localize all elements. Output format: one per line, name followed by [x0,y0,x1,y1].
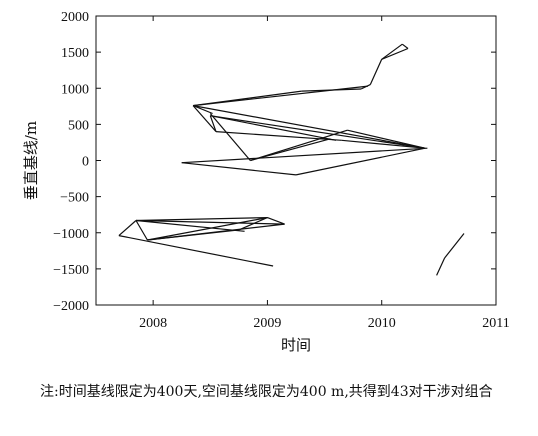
baseline-segment [381,43,403,60]
baseline-segment [192,105,426,149]
baseline-segment [436,257,446,276]
baseline-segment [210,115,337,141]
baseline-segment [147,229,239,241]
axis-ticks [96,15,497,306]
y-tick-label: −2000 [53,299,89,314]
baseline-segment [135,220,148,241]
baseline-segment [181,147,428,164]
x-tick-label: 2008 [139,316,167,331]
baseline-segment [250,138,331,162]
baseline-segment [192,105,217,132]
y-tick-label: −1500 [53,263,89,278]
baseline-segment [181,162,297,176]
x-tick-label: 2010 [368,316,396,331]
tick-labels: 2008 2009 2010 2011 2000 1500 1000 500 0 −500 −100… [53,10,510,331]
baseline-segment [193,85,369,107]
figure-caption: 注:时间基线限定为400天,空间基线限定为400 m,共得到43对干涉对组合 [40,384,493,400]
x-axis-title: 时间 [281,336,311,354]
baseline-segment [267,217,285,225]
baseline-segment [135,219,245,232]
baseline-segment [347,129,426,149]
baseline-segment [135,219,285,225]
baseline-segment [250,129,348,162]
y-tick-label: 1000 [61,82,89,97]
baseline-segment [192,105,213,115]
baseline-segment [369,59,383,85]
baseline-segment [210,115,426,149]
baseline-segment [444,233,465,259]
y-tick-label: 0 [82,155,89,170]
baseline-segment [295,147,426,176]
baseline-segment [381,47,409,60]
baseline-chart: 2008 2009 2010 2011 2000 1500 1000 500 0 −500 −100… [22,10,510,354]
y-tick-label: 500 [68,118,89,133]
baseline-network [118,43,465,276]
baseline-segment [135,217,268,222]
baseline-segment [209,113,251,161]
baseline-segment [147,217,268,241]
y-axis-title: 垂直基线/m [22,121,40,200]
baseline-segment [118,220,137,237]
x-tick-label: 2011 [482,316,509,331]
baseline-segment [238,217,268,231]
y-tick-label: −1000 [53,227,89,242]
baseline-segment [118,235,274,267]
y-tick-label: 2000 [61,10,89,25]
baseline-segment [401,43,409,49]
baseline-segment [209,115,217,132]
plot-frame [95,15,497,306]
baseline-segment [341,139,426,149]
y-tick-label: −500 [60,191,89,206]
x-tick-label: 2009 [253,316,281,331]
y-tick-label: 1500 [61,46,89,61]
